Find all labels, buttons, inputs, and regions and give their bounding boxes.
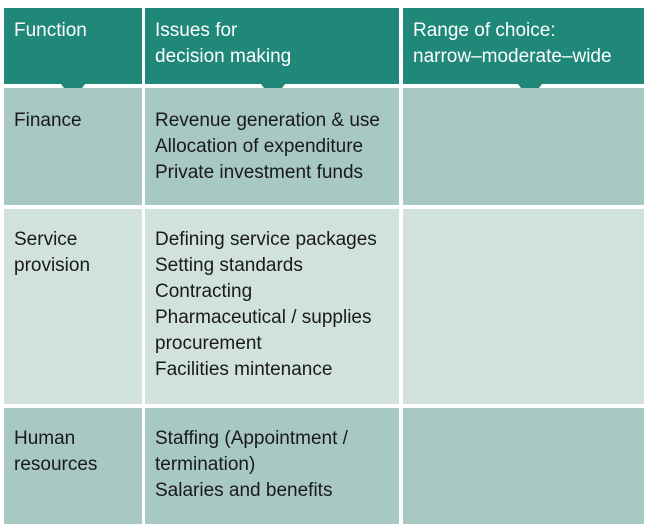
- header-issues-line-1: Issues for: [155, 20, 238, 41]
- issue-item: termination): [155, 454, 256, 475]
- issue-item: Contracting: [155, 281, 253, 302]
- issue-item: Revenue generation & use: [155, 110, 380, 131]
- row-finance-issues: Revenue generation & use Allocation of e…: [145, 88, 399, 205]
- header-function: Function: [4, 8, 142, 100]
- function-label-line-2: resources: [14, 454, 98, 475]
- issue-item: Salaries and benefits: [155, 480, 333, 501]
- row-finance-function: Finance: [4, 88, 142, 205]
- issue-item: Private investment funds: [155, 162, 364, 183]
- function-label: Finance: [14, 110, 82, 131]
- function-label-line-1: Human: [14, 428, 76, 449]
- row-finance-range: [403, 88, 644, 205]
- header-issues: Issues for decision making: [145, 8, 399, 100]
- issue-item: Setting standards: [155, 255, 303, 276]
- issue-item: Facilities mintenance: [155, 359, 333, 380]
- header-range: Range of choice: narrow–moderate–wide: [403, 8, 644, 100]
- row-service-issues: Defining service packages Setting standa…: [145, 209, 399, 404]
- function-label-line-1: Service: [14, 229, 78, 250]
- issue-item: Staffing (Appointment /: [155, 428, 348, 449]
- row-hr-range: [403, 408, 644, 524]
- issue-item: Defining service packages: [155, 229, 377, 250]
- header-function-line-1: Function: [14, 20, 87, 41]
- issue-item: Allocation of expenditure: [155, 136, 364, 157]
- row-hr-issues: Staffing (Appointment / termination) Sal…: [145, 408, 399, 524]
- row-service-range: [403, 209, 644, 404]
- row-hr-function: Human resources: [4, 408, 142, 524]
- function-label-line-2: provision: [14, 255, 91, 276]
- header-range-line-1: Range of choice:: [413, 20, 556, 41]
- issue-item: procurement: [155, 333, 262, 354]
- header-issues-line-2: decision making: [155, 46, 292, 67]
- issue-item: Pharmaceutical / supplies: [155, 307, 372, 328]
- header-range-line-2: narrow–moderate–wide: [413, 46, 612, 67]
- row-service-function: Service provision: [4, 209, 142, 404]
